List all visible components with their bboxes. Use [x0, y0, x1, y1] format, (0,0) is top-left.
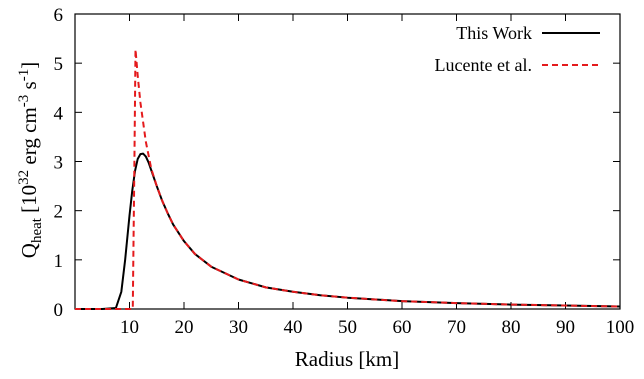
legend-label-this-work: This Work — [456, 23, 532, 43]
x-tick-label: 60 — [393, 317, 412, 338]
x-tick-label: 20 — [175, 317, 194, 338]
x-tick-label: 70 — [447, 317, 466, 338]
x-axis-title: Radius [km] — [295, 347, 399, 371]
x-tick-label: 10 — [120, 317, 139, 338]
y-axis-title: Qheat [1032 erg cm-3 s-1] — [16, 62, 45, 258]
series-layer — [75, 48, 621, 310]
y-tick-label: 5 — [54, 54, 64, 75]
y-tick-label: 0 — [54, 300, 64, 321]
x-tick-label: 40 — [284, 317, 303, 338]
legend: This Work Lucente et al. — [435, 23, 600, 75]
x-tick-label: 30 — [229, 317, 248, 338]
plot-frame — [74, 13, 621, 310]
x-tick-label: 90 — [556, 317, 575, 338]
x-tick-label: 100 — [606, 317, 635, 338]
series-line-this-work — [75, 152, 621, 310]
axes: 10 20 30 40 50 60 70 80 90 100 0 1 2 3 4 5 6 — [54, 5, 635, 338]
y-tick-label: 6 — [54, 5, 64, 26]
y-tick-label: 3 — [54, 153, 64, 174]
y-tick-label: 1 — [54, 251, 64, 272]
y-tick-label: 4 — [54, 103, 64, 124]
series-line-lucente-et-al — [75, 48, 621, 310]
y-tick-label: 2 — [54, 202, 64, 223]
x-tick-label: 80 — [502, 317, 521, 338]
legend-label-lucente: Lucente et al. — [435, 55, 532, 75]
x-tick-label: 50 — [338, 317, 357, 338]
